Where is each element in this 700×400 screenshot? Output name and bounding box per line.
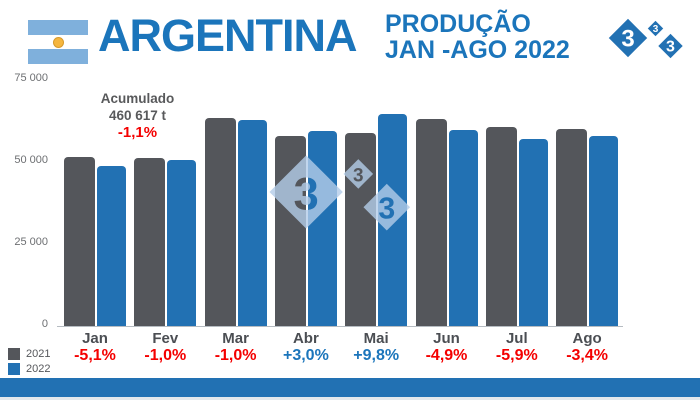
bar-2021-mar: [204, 118, 236, 326]
pig333-logo-icon: 3 3 3: [607, 17, 685, 60]
x-label-jun: Jun: [433, 330, 460, 347]
argentina-flag-icon: [28, 20, 88, 65]
variation-jul: -5,9%: [495, 347, 538, 364]
variation-jun: -4,9%: [425, 347, 468, 364]
bar-2022-mar: [237, 120, 267, 326]
variation-mar: -1,0%: [214, 347, 257, 364]
report-title-line2: JAN -AGO 2022: [385, 36, 570, 64]
x-label-fev: Fev: [152, 330, 179, 347]
bar-2022-mai: [378, 114, 408, 326]
legend: 2021 2022: [8, 346, 50, 376]
legend-label-2022: 2022: [26, 362, 51, 375]
bar-2021-fev: [134, 158, 166, 326]
bar-2021-jan: [64, 157, 95, 326]
bar-2022-jan: [97, 166, 126, 326]
variation-ago: -3,4%: [566, 347, 608, 364]
logo-digit: 3: [666, 39, 675, 56]
logo-digit: 3: [621, 26, 634, 53]
accumulated-label: Acumulado: [100, 91, 175, 106]
bar-2021-abr: [274, 136, 306, 326]
x-label-mar: Mar: [222, 330, 249, 347]
report-title-line1: PRODUÇÃO: [385, 10, 531, 38]
x-label-jul: Jul: [505, 330, 528, 347]
footer-strip: [0, 378, 700, 397]
legend-label-2021: 2021: [26, 347, 51, 360]
bar-2022-jun: [448, 130, 478, 326]
logo-digit: 3: [653, 24, 659, 35]
bar-2022-fev: [167, 160, 197, 326]
accumulated-total: 460 617 t: [108, 108, 167, 123]
variation-mai: +9,8%: [353, 347, 400, 364]
x-label-mai: Mai: [363, 330, 389, 347]
accumulated-annotation: Acumulado 460 617 t -1,1%: [80, 90, 195, 141]
legend-item-2022: 2022: [8, 361, 50, 376]
accumulated-variation: -1,1%: [117, 124, 158, 141]
x-axis-line: [57, 326, 623, 327]
bar-2021-jul: [485, 127, 517, 326]
variation-jan: -5,1%: [74, 347, 116, 364]
bar-2022-abr: [307, 131, 337, 326]
footer-strip-shadow: [0, 397, 700, 400]
bar-2021-jun: [415, 119, 447, 326]
legend-swatch-2022: [8, 362, 20, 375]
variation-abr: +3,0%: [282, 347, 329, 364]
flag-sun-icon: [52, 36, 64, 48]
x-label-abr: Abr: [292, 330, 319, 347]
flag-stripe-top: [28, 20, 88, 35]
y-tick-label-50000: 50 000: [14, 154, 48, 166]
flag-stripe-bottom: [28, 49, 88, 65]
variation-fev: -1,0%: [144, 347, 187, 364]
x-label-jan: Jan: [82, 330, 108, 347]
x-label-ago: Ago: [572, 330, 602, 347]
y-tick-label-75000: 75 000: [14, 72, 48, 84]
y-tick-label-0: 0: [41, 318, 48, 330]
report-title: PRODUÇÃO JAN -AGO 2022: [385, 11, 570, 63]
legend-item-2021: 2021: [8, 346, 50, 361]
bar-2021-mai: [345, 133, 377, 326]
legend-swatch-2021: [8, 347, 20, 360]
country-title: ARGENTINA: [98, 10, 357, 61]
flag-stripe-middle: [28, 34, 88, 50]
bar-2022-ago: [589, 136, 619, 326]
y-tick-label-25000: 25 000: [14, 236, 48, 248]
bar-2021-ago: [556, 129, 588, 326]
bar-2022-jul: [518, 139, 548, 326]
